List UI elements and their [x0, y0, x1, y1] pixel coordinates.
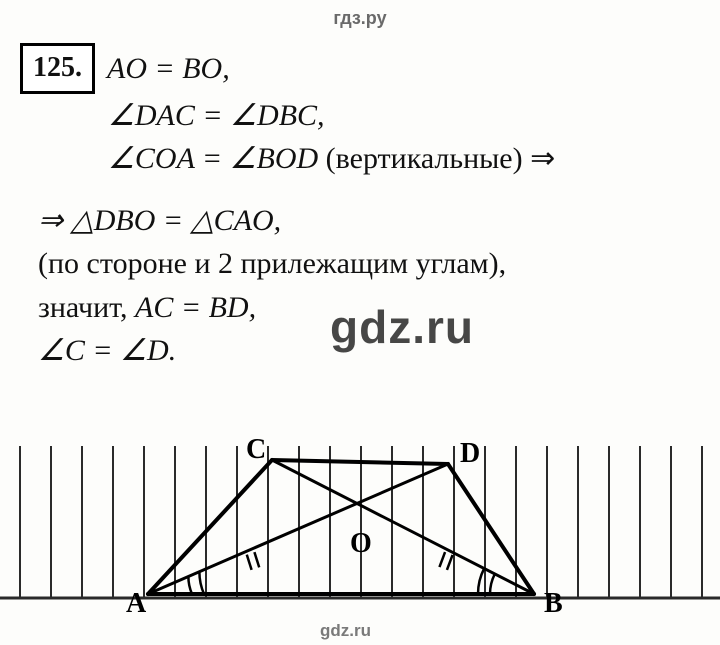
problem-number-box: 125. — [20, 43, 95, 94]
watermark-footer: gdz.ru — [320, 621, 371, 641]
geometry-diagram: A B C D O — [0, 438, 720, 618]
eq-5: (по стороне и 2 прилежащим углам), — [38, 242, 700, 286]
svg-text:O: O — [350, 528, 372, 559]
site-header: гдз.ру — [0, 0, 720, 37]
watermark-main: gdz.ru — [330, 300, 474, 354]
line-1: 125. AO = BO, — [20, 43, 700, 94]
svg-text:A: A — [126, 588, 147, 618]
eq-1: AO = BO, — [107, 47, 230, 91]
svg-text:B: B — [544, 588, 563, 618]
svg-text:D: D — [460, 438, 480, 469]
eq-4: ⇒ △DBO = △CAO, — [38, 199, 700, 243]
eq-2: ∠DAC = ∠DBC, — [38, 94, 700, 138]
eq-3: ∠COA = ∠BOD (вертикальные) ⇒ — [38, 137, 700, 181]
svg-text:C: C — [246, 438, 266, 465]
